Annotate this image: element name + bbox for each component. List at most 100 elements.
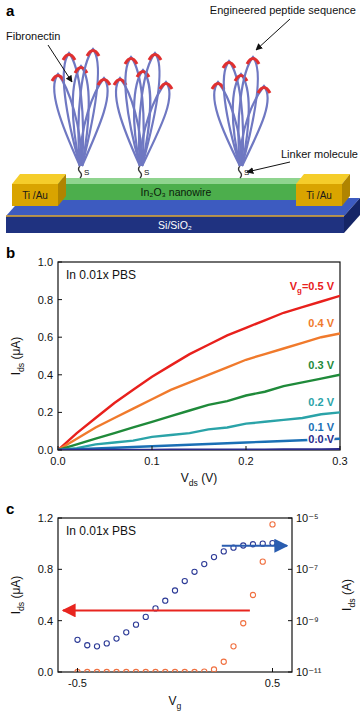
point [85,643,90,648]
subscript: g [177,701,182,711]
subscript: ds [16,602,26,611]
point [163,669,168,672]
y-tick-label: 0.4 [38,615,53,627]
thiol-label: S [144,168,149,177]
substrate-front [6,216,344,233]
point [104,669,109,672]
x-tick-label: 0.2 [238,455,253,467]
peptide-tip [223,63,235,69]
x-axis-title: Vg [169,694,182,711]
plot-area [58,296,340,450]
series-line [58,439,340,450]
protein [114,53,172,166]
y-tick [58,569,62,570]
peptide-tip [98,80,110,86]
point [192,669,197,672]
point [182,578,187,583]
text-part: =0.5 V [302,280,335,292]
point [94,669,99,672]
arrow [48,45,72,82]
y2-axis-title: Ids (A) [340,579,357,611]
x-tick [77,668,78,672]
text-part: (μA) [9,337,23,363]
substrate-label: Si/SiO₂ [158,219,192,231]
x-tick-label: 0.3 [332,455,347,467]
point [104,641,109,646]
point [85,669,90,672]
linker-label: Linker molecule [281,148,358,160]
x-tick-label: 0.1 [144,455,159,467]
y-tick-label: 10⁻¹¹ [296,666,322,678]
y-tick [58,374,62,375]
peptide-label: Engineered peptide sequence [210,4,356,16]
axis-arrow [63,609,250,611]
protein-label: Fibronectin [6,30,60,42]
x-tick [272,668,273,672]
peptide-tip [247,59,259,65]
electrode-front [12,184,58,206]
point [133,669,138,672]
protein-loop [140,82,170,166]
point [172,669,177,672]
x-tick-label: -0.5 [68,677,87,689]
electrode-side [58,174,66,206]
x-tick [58,446,59,450]
series-label: 0.0 V [308,433,334,445]
y-tick [58,262,62,263]
point [114,636,119,641]
x-axis-title: Vds (V) [181,471,217,488]
electrode-front [296,184,342,206]
y-axis-title: Ids (μA) [9,576,26,615]
point [94,644,99,649]
protein-loop [240,86,268,166]
arrow [256,19,290,50]
series-label: 0.4 V [308,317,334,329]
protein-loop [80,78,108,166]
y-tick-label: 10⁻⁵ [296,512,319,524]
point [211,554,216,559]
y-tick [58,620,62,621]
y-tick [58,412,62,413]
peptide-tip [87,51,99,57]
series-label: Vg=0.5 V [290,280,335,295]
point [143,669,148,672]
series-line [58,296,340,450]
x-tick [246,446,247,450]
y-tick [58,450,62,451]
point [211,667,216,672]
figure: aSi/SiO₂In₂O₃ nanowireTi /AuTi /AuSSSFib… [0,0,364,719]
peptide-tip [160,84,172,90]
y-tick-label: 0.8 [38,563,53,575]
oxide-edge [6,215,344,217]
y-tick-label: 0.6 [38,331,53,343]
peptide-tip [125,59,137,65]
panel-letter: b [6,244,15,261]
point [143,614,148,619]
y-tick-label: 0.8 [38,294,53,306]
y-tick [288,518,292,519]
text-part: V [181,471,189,485]
y-tick-label: 1.2 [38,512,53,524]
electrode-side [342,174,350,206]
x-tick [152,446,153,450]
peptide-tip [114,80,126,86]
panel-letter: a [6,2,15,19]
electrode-top [12,174,66,184]
protein [52,49,110,166]
panel-letter: c [6,500,14,517]
y-tick-label: 0.2 [38,406,53,418]
point [221,549,226,554]
point [153,669,158,672]
y-tick-label: 10⁻⁷ [296,563,318,575]
annotation: In 0.01x PBS [66,524,136,538]
y-tick [288,569,292,570]
nanowire-top [54,178,304,184]
series-line [58,333,340,450]
point [202,561,207,566]
linker [79,166,82,178]
series-label: 0.3 V [308,359,334,371]
y-tick-label: 0.4 [38,369,53,381]
point [202,669,207,672]
peptide-tip [63,55,75,61]
subscript: ds [189,478,198,488]
